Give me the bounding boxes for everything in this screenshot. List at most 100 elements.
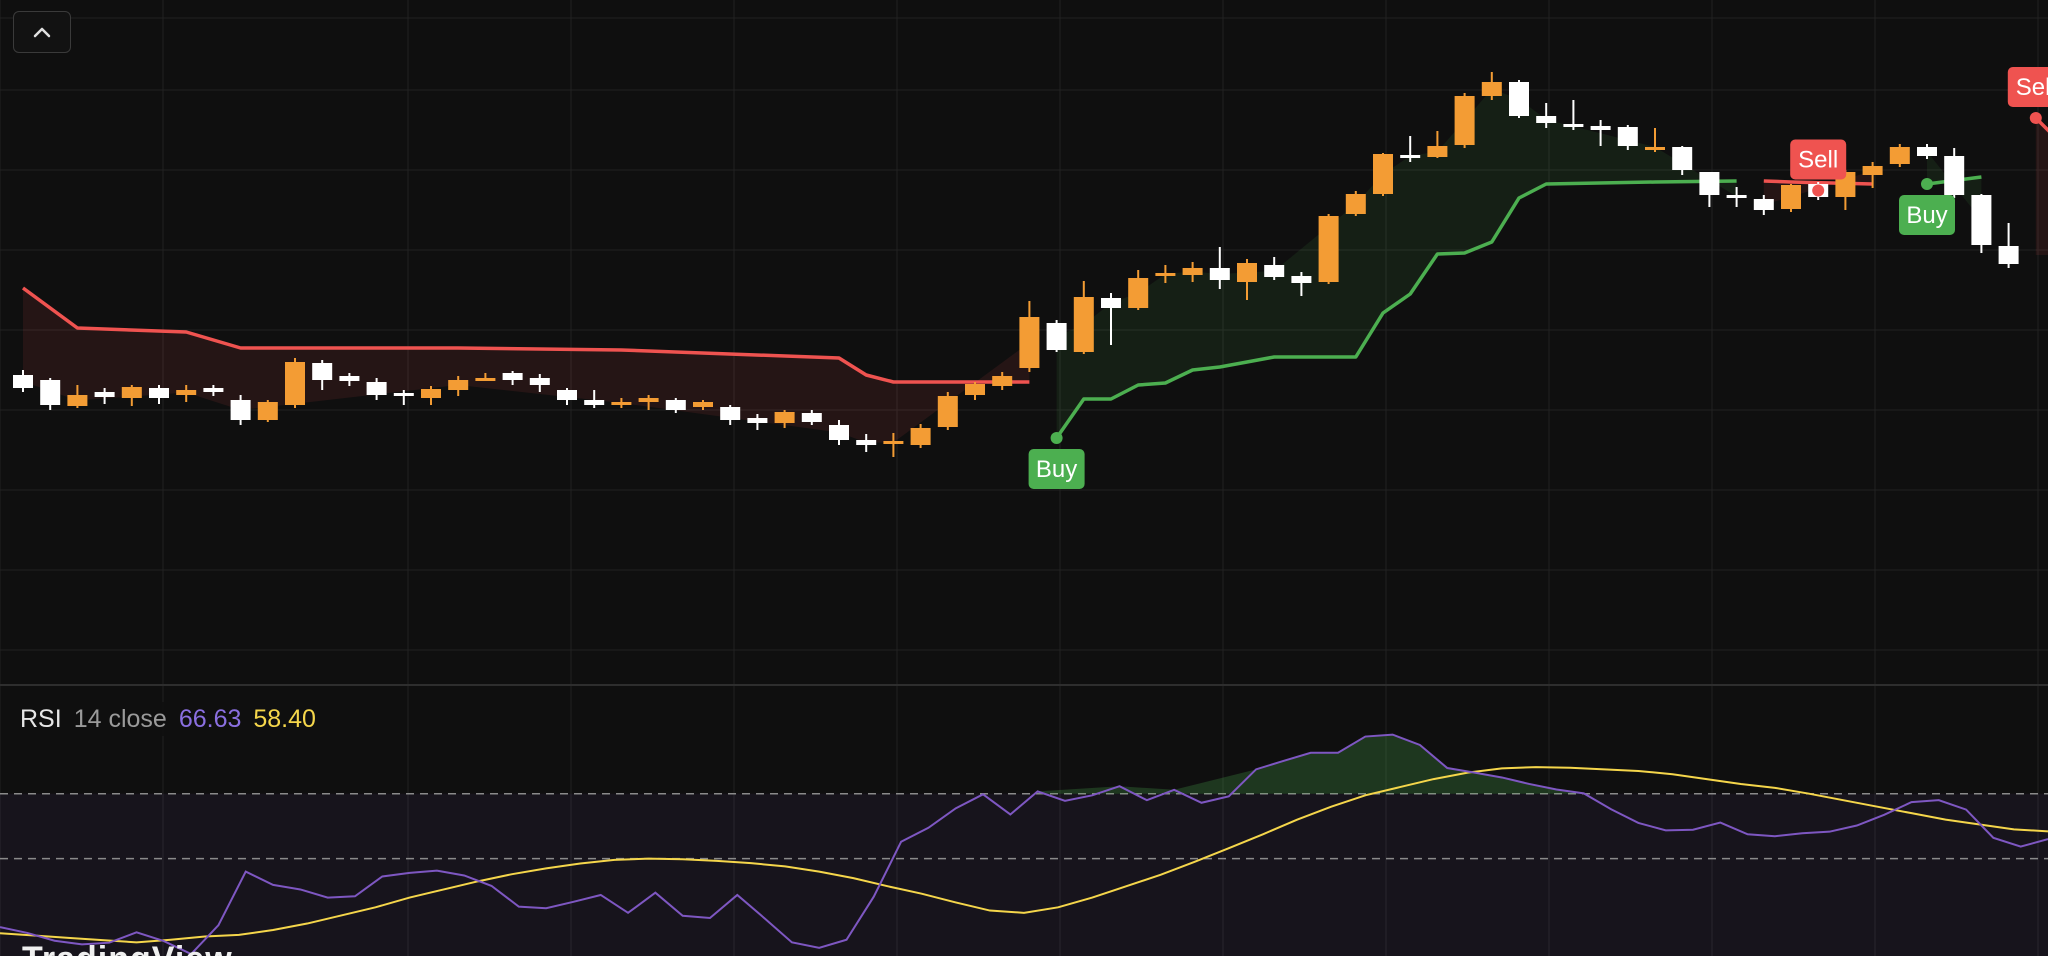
candle-body: [1563, 124, 1584, 127]
candle: [1699, 172, 1720, 207]
candle-body: [693, 402, 713, 407]
supertrend-fill: [1056, 89, 1737, 438]
candle-body: [149, 388, 169, 398]
candle-body: [257, 402, 278, 420]
signal-label-text: Buy: [1036, 456, 1077, 483]
candle: [937, 392, 958, 430]
candle-body: [1427, 146, 1448, 157]
candle-body: [1699, 172, 1720, 195]
candle-body: [285, 362, 305, 405]
candle-body: [1590, 126, 1611, 130]
signal-label-box: [1028, 449, 1085, 489]
candle-body: [475, 378, 496, 381]
collapse-button[interactable]: [13, 11, 71, 53]
candle: [665, 398, 686, 413]
candle-body: [339, 376, 360, 381]
candle-body: [1237, 263, 1257, 282]
rsi-legend-label: RSI: [20, 704, 62, 733]
candle: [1645, 128, 1665, 152]
candle-body: [1373, 154, 1393, 194]
candle-body: [1019, 317, 1040, 368]
rsi-legend-rsi-value: 66.63: [178, 704, 242, 733]
candle-body: [774, 412, 795, 423]
candle: [1345, 191, 1366, 216]
candle: [801, 410, 822, 425]
candle-body: [1481, 82, 1502, 96]
rsi-overbought-fill: [1037, 734, 1584, 794]
candle-body: [992, 376, 1013, 386]
candle-body: [1318, 216, 1339, 282]
candle: [393, 390, 414, 405]
candle: [1454, 93, 1475, 148]
signal-label-text: Sell: [2016, 74, 2048, 101]
candle-body: [230, 400, 251, 420]
candle-body: [883, 441, 904, 444]
candle: [1889, 144, 1910, 167]
buy-signal: Buy: [1899, 178, 1955, 235]
candle-body: [665, 400, 686, 410]
candle: [1237, 259, 1257, 300]
candle: [1862, 162, 1883, 188]
rsi-legend[interactable]: RSI 14 close 66.63 58.40: [20, 702, 326, 736]
candle: [1128, 270, 1149, 310]
signal-dot: [1921, 178, 1933, 190]
candle: [1753, 195, 1774, 215]
candle-body: [1155, 273, 1176, 276]
rsi-ma-line: [0, 766, 2048, 944]
candle: [339, 373, 360, 386]
candle: [611, 398, 632, 408]
rsi-legend-ma-value: 58.40: [253, 704, 316, 733]
candle-body: [965, 384, 985, 395]
candle-body: [1345, 194, 1366, 214]
rsi-background-band: [0, 793, 2048, 956]
candle-body: [1998, 246, 2019, 264]
candle: [1917, 144, 1937, 159]
candle: [693, 400, 713, 410]
candle-body: [829, 425, 849, 440]
candle: [1781, 184, 1801, 212]
candle: [1672, 146, 1693, 175]
candle: [1182, 262, 1203, 282]
candle-body: [529, 378, 550, 385]
signal-label-box: [2007, 67, 2048, 107]
candle-body: [448, 380, 469, 390]
candle: [1563, 100, 1584, 130]
signal-dot: [1812, 184, 1825, 197]
candle: [1998, 223, 2019, 268]
candle-body: [1046, 323, 1067, 350]
candle-body: [312, 363, 333, 380]
price-panel[interactable]: Buy Sell Buy Sell: [13, 67, 2048, 489]
candle-body: [1509, 82, 1529, 116]
candle-body: [366, 382, 387, 395]
candle: [1427, 131, 1448, 158]
candle: [1971, 194, 1992, 253]
candle-body: [1889, 147, 1910, 164]
candle-body: [393, 393, 414, 396]
candle-body: [40, 380, 61, 405]
supertrend-down-line: [21, 286, 1030, 384]
candle-body: [910, 428, 931, 445]
sell-signal: Sell: [1790, 139, 1847, 197]
rsi-panel[interactable]: [0, 733, 2048, 956]
candle-body: [1454, 96, 1475, 145]
candle-body: [1672, 147, 1693, 170]
candle-body: [121, 387, 142, 398]
signal-dot: [2029, 112, 2042, 124]
rsi-legend-params: 14 close: [73, 704, 167, 733]
candle-body: [1617, 127, 1638, 146]
candle-body: [502, 373, 523, 380]
candle: [366, 378, 387, 400]
candle-body: [1536, 116, 1557, 123]
candle: [1291, 272, 1312, 296]
candle-body: [13, 375, 33, 388]
candle: [1481, 72, 1502, 100]
candle: [230, 395, 251, 425]
candle: [747, 414, 768, 430]
candle-body: [1726, 195, 1747, 198]
candle: [1944, 148, 1965, 198]
candle-body: [1781, 185, 1801, 209]
candle-body: [1917, 147, 1937, 156]
signal-label-text: Sell: [1798, 147, 1838, 174]
